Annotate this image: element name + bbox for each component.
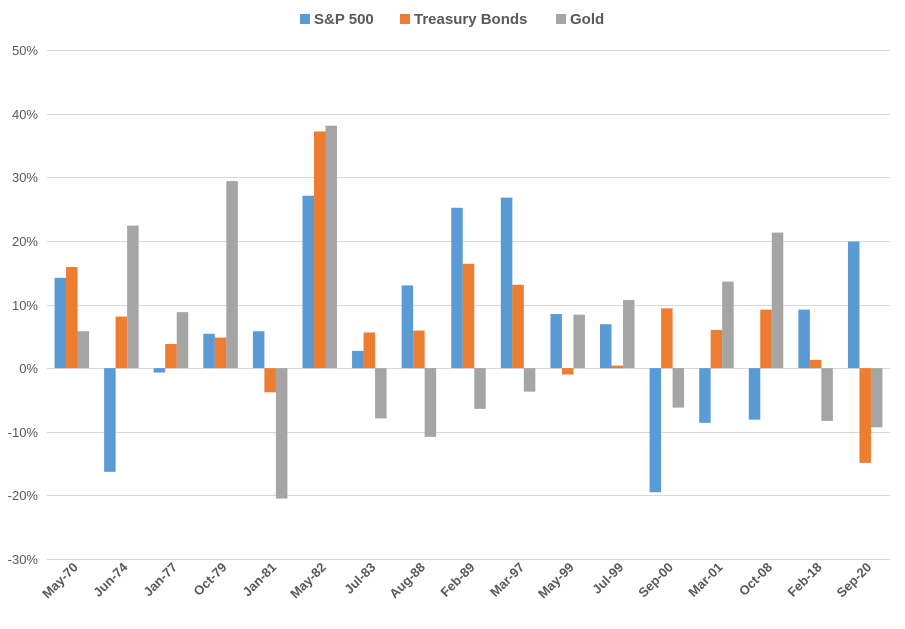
- bar-gold-aug-88: [424, 368, 437, 437]
- legend-label-s-p-500: S&P 500: [314, 11, 374, 28]
- x-tick-label: May-99: [535, 560, 577, 602]
- bar-treasury-bonds-sep-00: [661, 308, 673, 369]
- bar-gold-sep-20: [870, 368, 883, 428]
- bars: [54, 125, 883, 499]
- legend-swatch-gold: [556, 14, 566, 24]
- bar-treasury-bonds-jun-74: [115, 316, 128, 369]
- y-tick-label: 0%: [19, 361, 38, 376]
- bar-s-p-500-feb-18: [798, 309, 810, 369]
- bar-gold-may-70: [77, 331, 90, 369]
- x-tick-label: May-70: [39, 560, 81, 602]
- bar-treasury-bonds-feb-89: [462, 263, 475, 369]
- legend-label-treasury-bonds: Treasury Bonds: [414, 11, 527, 28]
- bar-s-p-500-sep-20: [847, 241, 860, 369]
- bar-treasury-bonds-mar-97: [512, 284, 524, 369]
- bar-treasury-bonds-aug-88: [413, 330, 425, 369]
- bar-gold-oct-08: [771, 232, 784, 369]
- bar-gold-jan-77: [176, 312, 189, 369]
- bar-treasury-bonds-jan-81: [264, 368, 276, 393]
- bar-treasury-bonds-sep-20: [859, 368, 871, 463]
- bar-gold-may-99: [573, 314, 585, 369]
- x-tick-label: Jan-81: [240, 560, 280, 600]
- bar-s-p-500-oct-08: [748, 368, 761, 420]
- bar-treasury-bonds-jan-77: [165, 343, 177, 369]
- legend-label-gold: Gold: [570, 11, 604, 28]
- y-tick-label: 20%: [12, 234, 38, 249]
- y-tick-label: 10%: [12, 298, 38, 313]
- x-tick-label: Aug-88: [386, 560, 428, 602]
- bar-treasury-bonds-may-99: [561, 368, 574, 375]
- x-tick-label: Sep-20: [834, 560, 875, 601]
- x-tick-label: Feb-89: [437, 560, 477, 600]
- bar-gold-sep-00: [672, 368, 685, 408]
- bar-s-p-500-may-82: [302, 195, 314, 369]
- x-tick-label: Jun-74: [90, 559, 131, 600]
- bar-treasury-bonds-may-82: [313, 131, 326, 369]
- bar-s-p-500-jan-77: [153, 368, 166, 373]
- bar-s-p-500-jan-81: [252, 331, 265, 369]
- bar-s-p-500-sep-00: [649, 368, 662, 493]
- y-tick-label: 50%: [12, 43, 38, 58]
- x-tick-label: Feb-18: [785, 560, 825, 600]
- bar-s-p-500-jul-99: [600, 324, 612, 369]
- y-tick-label: -10%: [8, 425, 39, 440]
- x-tick-label: Mar-97: [487, 560, 527, 600]
- bar-treasury-bonds-oct-79: [214, 337, 227, 369]
- bar-gold-feb-18: [821, 368, 833, 421]
- bar-gold-jul-99: [623, 300, 635, 369]
- bar-gold-oct-79: [226, 181, 238, 369]
- bar-treasury-bonds-jul-99: [611, 365, 624, 369]
- bar-s-p-500-jul-83: [352, 350, 364, 369]
- x-tick-label: May-82: [287, 560, 329, 602]
- bar-s-p-500-feb-89: [451, 207, 463, 369]
- bar-gold-jan-81: [275, 368, 288, 499]
- legend-swatch-s-p-500: [300, 14, 310, 24]
- x-tick-label: Mar-01: [685, 560, 725, 600]
- legend-swatch-treasury-bonds: [400, 14, 410, 24]
- bar-gold-jun-74: [127, 225, 139, 369]
- bar-treasury-bonds-may-70: [66, 266, 78, 369]
- y-tick-label: -20%: [8, 488, 39, 503]
- bar-s-p-500-mar-97: [500, 197, 513, 369]
- bar-s-p-500-mar-01: [699, 368, 711, 423]
- x-tick-label: Jul-99: [589, 560, 626, 597]
- x-tick-label: Sep-00: [635, 560, 676, 601]
- bar-gold-may-82: [325, 125, 337, 369]
- bar-s-p-500-aug-88: [401, 285, 414, 369]
- bar-treasury-bonds-mar-01: [710, 329, 723, 369]
- bar-gold-mar-97: [523, 368, 536, 392]
- bar-gold-jul-83: [375, 368, 387, 419]
- y-tick-label: 30%: [12, 170, 38, 185]
- y-tick-label: 40%: [12, 107, 38, 122]
- bar-treasury-bonds-jul-83: [363, 332, 376, 369]
- bar-s-p-500-oct-79: [203, 333, 215, 369]
- x-axis-tick-labels: May-70 Jun-74 Jan-77 Oct-79 Jan-81 May-82 Jul-…: [39, 559, 874, 601]
- bar-s-p-500-may-99: [550, 314, 562, 369]
- bar-gold-mar-01: [722, 281, 734, 369]
- x-tick-label: Oct-79: [190, 560, 229, 599]
- bar-treasury-bonds-oct-08: [760, 309, 772, 369]
- y-axis-tick-labels: -30% -20% -10% 0% 10% 20% 30% 40% 50%: [8, 43, 39, 567]
- x-tick-label: Jan-77: [140, 560, 180, 600]
- bar-gold-feb-89: [474, 368, 486, 409]
- bar-s-p-500-may-70: [54, 277, 67, 369]
- bar-s-p-500-jun-74: [104, 368, 116, 472]
- bar-treasury-bonds-feb-18: [809, 359, 822, 369]
- legend: S&P 500 Treasury Bonds Gold: [300, 11, 604, 28]
- x-tick-label: Jul-83: [341, 560, 378, 597]
- x-tick-label: Oct-08: [736, 560, 775, 599]
- y-tick-label: -30%: [8, 552, 39, 567]
